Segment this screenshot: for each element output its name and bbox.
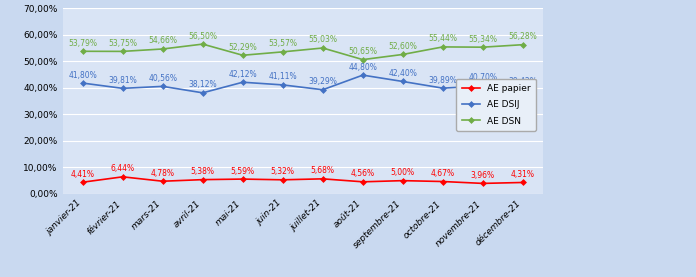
AE papier — [79, 181, 87, 184]
AE DSN — [438, 45, 447, 48]
Text: 42,12%: 42,12% — [228, 70, 257, 79]
AE DSIJ — [198, 91, 207, 94]
AE papier — [519, 181, 527, 184]
Legend: AE papier, AE DSIJ, AE DSN: AE papier, AE DSIJ, AE DSN — [457, 79, 536, 131]
AE DSIJ — [79, 81, 87, 85]
AE DSIJ — [438, 86, 447, 90]
AE DSIJ — [358, 73, 367, 77]
AE DSN — [479, 45, 487, 49]
Text: 56,50%: 56,50% — [188, 32, 217, 40]
Text: 56,28%: 56,28% — [509, 32, 537, 41]
Line: AE papier: AE papier — [81, 175, 525, 186]
Text: 42,40%: 42,40% — [388, 69, 417, 78]
Line: AE DSN: AE DSN — [81, 42, 525, 62]
Text: 5,59%: 5,59% — [230, 166, 255, 176]
AE DSN — [118, 50, 127, 53]
Text: 5,00%: 5,00% — [390, 168, 415, 177]
Text: 54,66%: 54,66% — [148, 36, 177, 45]
Text: 4,67%: 4,67% — [431, 169, 455, 178]
AE papier — [198, 178, 207, 181]
Text: 5,32%: 5,32% — [271, 167, 294, 176]
AE DSIJ — [118, 87, 127, 90]
AE papier — [399, 179, 407, 182]
Text: 40,56%: 40,56% — [148, 74, 177, 83]
Text: 39,42%: 39,42% — [509, 77, 537, 86]
Text: 5,38%: 5,38% — [191, 167, 214, 176]
AE papier — [118, 175, 127, 178]
Text: 41,11%: 41,11% — [269, 72, 297, 81]
Text: 40,70%: 40,70% — [468, 73, 498, 83]
AE DSIJ — [399, 80, 407, 83]
AE papier — [438, 180, 447, 183]
Line: AE DSIJ: AE DSIJ — [81, 73, 525, 95]
Text: 4,31%: 4,31% — [511, 170, 535, 179]
Text: 50,65%: 50,65% — [348, 47, 377, 56]
AE DSIJ — [239, 81, 247, 84]
AE DSN — [319, 46, 327, 50]
AE DSIJ — [479, 84, 487, 88]
Text: 3,96%: 3,96% — [470, 171, 495, 180]
AE DSN — [79, 50, 87, 53]
AE DSN — [519, 43, 527, 46]
Text: 5,68%: 5,68% — [311, 166, 335, 175]
Text: 41,80%: 41,80% — [68, 71, 97, 79]
Text: 4,78%: 4,78% — [151, 169, 175, 178]
Text: 39,89%: 39,89% — [429, 76, 457, 84]
AE DSN — [198, 42, 207, 46]
Text: 38,12%: 38,12% — [189, 80, 217, 89]
AE papier — [159, 179, 167, 183]
Text: 6,44%: 6,44% — [111, 164, 135, 173]
AE papier — [319, 177, 327, 181]
AE DSN — [278, 50, 287, 53]
Text: 4,56%: 4,56% — [351, 169, 375, 178]
Text: 44,80%: 44,80% — [349, 63, 377, 71]
AE DSIJ — [319, 88, 327, 91]
AE DSN — [239, 54, 247, 57]
AE DSIJ — [278, 83, 287, 87]
Text: 4,41%: 4,41% — [71, 170, 95, 179]
AE papier — [239, 177, 247, 181]
Text: 53,57%: 53,57% — [268, 39, 297, 48]
Text: 52,29%: 52,29% — [228, 43, 257, 52]
Text: 55,03%: 55,03% — [308, 35, 338, 44]
Text: 53,79%: 53,79% — [68, 39, 97, 48]
Text: 39,81%: 39,81% — [109, 76, 137, 85]
AE papier — [358, 180, 367, 183]
Text: 55,34%: 55,34% — [468, 35, 498, 43]
Text: 52,60%: 52,60% — [388, 42, 417, 51]
AE papier — [479, 182, 487, 185]
AE DSIJ — [519, 88, 527, 91]
AE papier — [278, 178, 287, 181]
AE DSN — [399, 53, 407, 56]
Text: 55,44%: 55,44% — [428, 34, 457, 43]
Text: 39,29%: 39,29% — [308, 77, 337, 86]
AE DSIJ — [159, 85, 167, 88]
AE DSN — [358, 58, 367, 61]
Text: 53,75%: 53,75% — [108, 39, 137, 48]
AE DSN — [159, 47, 167, 51]
